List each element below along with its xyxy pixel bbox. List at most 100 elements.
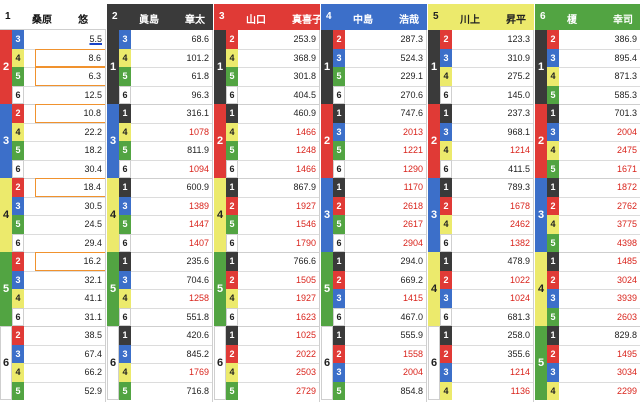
odds-value[interactable]: 2022 [295, 348, 316, 359]
odds-value[interactable]: 1872 [616, 182, 637, 192]
odds-value[interactable]: 229.1 [400, 71, 423, 81]
odds-value[interactable]: 31.1 [84, 311, 102, 322]
odds-value[interactable]: 29.4 [84, 237, 102, 248]
odds-value[interactable]: 2299 [616, 385, 637, 396]
odds-row[interactable]: 5 1221 [333, 141, 427, 160]
odds-value[interactable]: 237.3 [507, 108, 530, 118]
odds-row[interactable]: 3 1389 [119, 196, 213, 215]
odds-value[interactable]: 6.3 [35, 67, 106, 86]
odds-row[interactable]: 4 1214 [440, 141, 534, 160]
odds-value[interactable]: 96.3 [191, 89, 209, 100]
odds-row[interactable]: 6 411.5 [440, 159, 534, 178]
odds-row[interactable]: 3 310.9 [440, 48, 534, 67]
odds-row[interactable]: 1 258.0 [440, 326, 534, 345]
odds-row[interactable]: 1 235.6 [119, 252, 213, 271]
odds-row[interactable]: 2 287.3 [333, 30, 427, 49]
odds-value[interactable]: 1447 [188, 219, 209, 229]
odds-value[interactable]: 1389 [188, 200, 209, 211]
odds-value[interactable]: 386.9 [614, 34, 637, 44]
odds-row[interactable]: 5 61.8 [119, 67, 213, 86]
odds-value[interactable]: 5.5 [89, 34, 102, 44]
odds-value[interactable]: 460.9 [293, 108, 316, 118]
odds-row[interactable]: 4 2462 [440, 215, 534, 234]
odds-row[interactable]: 3 67.4 [12, 344, 106, 363]
odds-row[interactable]: 6 2904 [333, 233, 427, 252]
odds-value[interactable]: 1790 [295, 237, 316, 248]
odds-value[interactable]: 2475 [616, 145, 637, 155]
odds-value[interactable]: 258.0 [507, 330, 530, 340]
odds-value[interactable]: 101.2 [186, 52, 209, 63]
odds-value[interactable]: 355.6 [507, 348, 530, 359]
odds-value[interactable]: 22.2 [84, 126, 102, 137]
odds-value[interactable]: 895.4 [614, 52, 637, 63]
odds-row[interactable]: 3 32.1 [12, 270, 106, 289]
odds-value[interactable]: 1407 [188, 237, 209, 248]
odds-row[interactable]: 4 275.2 [440, 67, 534, 86]
odds-value[interactable]: 8.6 [35, 48, 106, 67]
odds-value[interactable]: 41.1 [84, 293, 102, 303]
odds-value[interactable]: 1214 [509, 367, 530, 377]
odds-row[interactable]: 1 237.3 [440, 104, 534, 123]
odds-value[interactable]: 123.3 [507, 34, 530, 44]
odds-row[interactable]: 3 2004 [547, 122, 640, 141]
odds-row[interactable]: 5 18.2 [12, 141, 106, 160]
odds-value[interactable]: 2004 [616, 126, 637, 137]
odds-row[interactable]: 5 1546 [226, 215, 320, 234]
odds-value[interactable]: 478.9 [507, 256, 530, 266]
odds-value[interactable]: 2617 [402, 219, 423, 229]
odds-row[interactable]: 5 585.3 [547, 85, 640, 104]
odds-value[interactable]: 235.6 [186, 256, 209, 266]
odds-value[interactable]: 316.1 [186, 108, 209, 118]
odds-row[interactable]: 2 38.5 [12, 326, 106, 345]
odds-value[interactable]: 3034 [616, 367, 637, 377]
odds-row[interactable]: 5 716.8 [119, 381, 213, 400]
odds-row[interactable]: 2 253.9 [226, 30, 320, 49]
odds-row[interactable]: 2 1022 [440, 270, 534, 289]
odds-row[interactable]: 5 1248 [226, 141, 320, 160]
odds-row[interactable]: 6 1790 [226, 233, 320, 252]
odds-row[interactable]: 3 2004 [333, 363, 427, 382]
odds-value[interactable]: 1094 [188, 163, 209, 174]
odds-row[interactable]: 3 845.2 [119, 344, 213, 363]
odds-value[interactable]: 1623 [295, 311, 316, 322]
odds-row[interactable]: 2 2022 [226, 344, 320, 363]
odds-row[interactable]: 1 1485 [547, 252, 640, 271]
odds-value[interactable]: 12.5 [84, 89, 102, 100]
odds-value[interactable]: 67.4 [84, 348, 102, 359]
odds-value[interactable]: 2762 [616, 200, 637, 211]
odds-row[interactable]: 2 16.2 [12, 252, 106, 271]
odds-row[interactable]: 3 1415 [333, 289, 427, 308]
odds-row[interactable]: 2 2618 [333, 196, 427, 215]
odds-row[interactable]: 1 478.9 [440, 252, 534, 271]
odds-value[interactable]: 368.9 [293, 52, 316, 63]
odds-row[interactable]: 6 12.5 [12, 85, 106, 104]
odds-value[interactable]: 30.4 [84, 163, 102, 174]
odds-value[interactable]: 24.5 [84, 219, 102, 229]
odds-row[interactable]: 6 270.6 [333, 85, 427, 104]
odds-row[interactable]: 5 854.8 [333, 381, 427, 400]
odds-row[interactable]: 6 145.0 [440, 85, 534, 104]
odds-value[interactable]: 38.5 [84, 330, 102, 340]
odds-value[interactable]: 1024 [509, 293, 530, 303]
odds-value[interactable]: 1382 [509, 237, 530, 248]
odds-value[interactable]: 2013 [402, 126, 423, 137]
odds-row[interactable]: 1 867.9 [226, 178, 320, 197]
odds-row[interactable]: 2 386.9 [547, 30, 640, 49]
odds-row[interactable]: 3 1214 [440, 363, 534, 382]
odds-value[interactable]: 467.0 [400, 311, 423, 322]
odds-value[interactable]: 681.3 [507, 311, 530, 322]
odds-value[interactable]: 1025 [295, 330, 316, 340]
odds-value[interactable]: 704.6 [186, 274, 209, 285]
odds-row[interactable]: 5 1671 [547, 159, 640, 178]
odds-value[interactable]: 829.8 [614, 330, 637, 340]
odds-row[interactable]: 1 747.6 [333, 104, 427, 123]
odds-row[interactable]: 6 551.8 [119, 307, 213, 326]
odds-value[interactable]: 61.8 [191, 71, 209, 81]
odds-row[interactable]: 6 404.5 [226, 85, 320, 104]
odds-row[interactable]: 1 420.6 [119, 326, 213, 345]
odds-value[interactable]: 18.4 [35, 178, 106, 197]
odds-row[interactable]: 6 681.3 [440, 307, 534, 326]
odds-value[interactable]: 270.6 [400, 89, 423, 100]
odds-row[interactable]: 4 1466 [226, 122, 320, 141]
odds-value[interactable]: 2729 [295, 385, 316, 396]
